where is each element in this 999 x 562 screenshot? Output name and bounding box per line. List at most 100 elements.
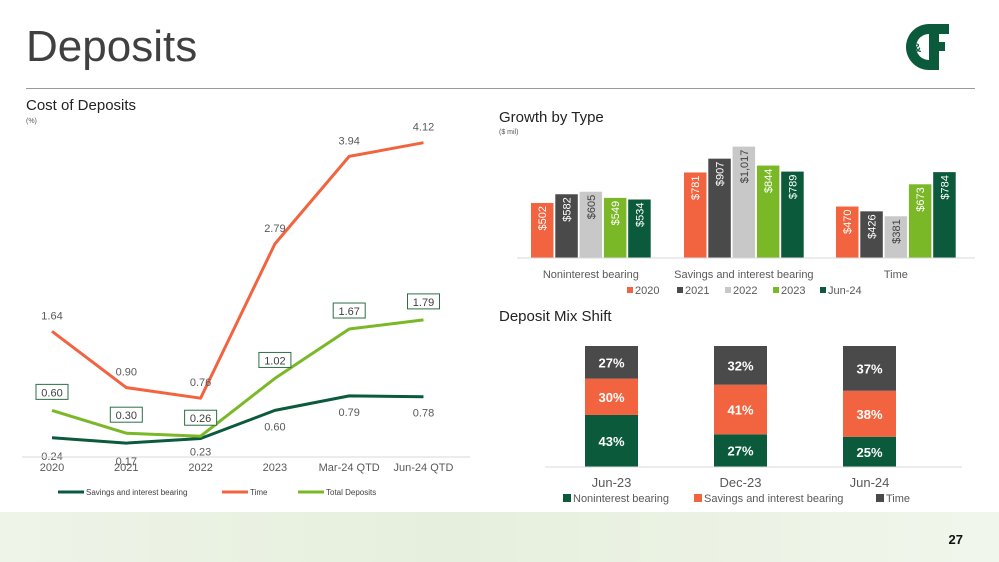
legend-label: Total Deposits [326, 488, 376, 497]
growth-legend-swatch [820, 287, 826, 293]
growth-bar [628, 199, 651, 258]
mix-segment [714, 384, 767, 435]
growth-category-label: Time [884, 269, 908, 281]
growth-bar [684, 172, 707, 258]
legend-label: Savings and interest bearing [86, 488, 187, 497]
total-label: 1.02 [264, 355, 285, 367]
total-label: 0.26 [190, 413, 211, 425]
growth-legend-swatch [773, 287, 779, 293]
growth-bar [708, 158, 731, 258]
growth-bar-label: $502 [537, 206, 549, 230]
mix-segment [714, 434, 767, 467]
growth-legend-swatch [677, 287, 683, 293]
growth-bar [884, 216, 908, 258]
mix-segment [585, 414, 638, 467]
growth-bar-label: $549 [610, 201, 622, 225]
time-label: 1.64 [41, 310, 62, 322]
total-label: 0.60 [41, 387, 62, 399]
growth-bar-label: $1,017 [739, 150, 751, 184]
mix-segment [843, 346, 896, 391]
mix-segment [843, 436, 896, 467]
company-logo: & [906, 24, 949, 70]
total-label-box [258, 351, 292, 368]
growth-bar [908, 184, 932, 258]
total-label-box [332, 302, 366, 319]
mix-segment-label: 41% [727, 403, 753, 418]
total-label-box [109, 406, 143, 423]
growth-bar [756, 165, 780, 258]
mix-category-label: Jun-23 [592, 475, 632, 490]
mix-legend-swatch [694, 494, 702, 502]
mix-segment-label: 43% [598, 434, 624, 449]
savings-label: 0.78 [413, 408, 434, 420]
title-divider [26, 88, 975, 89]
total-label: 0.30 [116, 410, 137, 422]
mix-category-label: Dec-23 [720, 475, 762, 490]
line-series-0 [51, 394, 424, 445]
x-tick-label: 2021 [114, 462, 138, 474]
legend-label: Time [250, 488, 268, 497]
growth-category-label: Savings and interest bearing [674, 269, 813, 281]
growth-legend-label: 2021 [685, 285, 709, 297]
growth-bar-label: $582 [562, 197, 574, 221]
growth-bar-label: $605 [586, 195, 598, 219]
total-label: 1.67 [338, 306, 359, 318]
growth-legend-label: 2020 [635, 285, 659, 297]
line-chart-title: Cost of Deposits [26, 97, 137, 114]
growth-bar-label: $534 [634, 203, 646, 227]
mix-category-label: Jun-24 [850, 475, 890, 490]
growth-bar-label: $789 [787, 175, 799, 199]
growth-legend-label: Jun-24 [828, 285, 862, 297]
mix-chart-title: Deposit Mix Shift [499, 308, 612, 325]
line-series-1 [51, 141, 424, 400]
page-title: Deposits [26, 22, 198, 71]
growth-bar [781, 171, 804, 258]
cost-of-deposits-chart: 0.24 0.170.230.600.79 0.781.640.900.762.79… [22, 122, 470, 497]
growth-bar [860, 211, 883, 258]
savings-label: 0.23 [190, 447, 211, 459]
x-tick-label: Jun-24 QTD [394, 462, 454, 474]
mix-legend-label: Time [886, 493, 910, 505]
growth-bar-label: $781 [690, 175, 702, 199]
growth-bar-label: $784 [939, 175, 951, 199]
mix-segment [585, 378, 638, 415]
growth-bar [579, 191, 603, 258]
savings-label: 0.79 [338, 407, 359, 419]
total-label-box [184, 409, 218, 426]
mix-segment-label: 30% [598, 390, 624, 405]
mix-segment-label: 32% [727, 358, 753, 373]
x-tick-label: 2023 [263, 462, 287, 474]
mix-segment-label: 27% [598, 355, 624, 370]
growth-by-type-chart: $502 $582 $605 $549 $534 Noninterest bearing $… [517, 146, 975, 297]
mix-legend-swatch [563, 494, 571, 502]
page-number: 27 [948, 532, 963, 547]
growth-bar [603, 197, 627, 258]
growth-bar [555, 194, 578, 258]
bar-chart-subtitle: ($ mil) [499, 129, 519, 136]
line-series-2 [51, 318, 424, 438]
time-label: 2.79 [264, 223, 285, 235]
growth-legend-label: 2022 [733, 285, 757, 297]
time-label: 0.76 [190, 377, 211, 389]
growth-legend-label: 2023 [781, 285, 805, 297]
mix-legend-swatch [876, 494, 884, 502]
mix-segment [714, 346, 767, 385]
deposit-mix-chart: 43% 30% 27% Jun-23 27% 41% 32% Dec-23 25% 38% 37% J… [545, 346, 962, 505]
mix-segment-label: 25% [856, 445, 882, 460]
growth-category-label: Noninterest bearing [543, 269, 639, 281]
growth-bar [732, 146, 756, 258]
growth-bar-label: $907 [715, 162, 727, 186]
x-tick-label: Mar-24 QTD [319, 462, 380, 474]
growth-bar [933, 172, 956, 258]
growth-bar-label: $673 [915, 187, 927, 211]
svg-text:&: & [913, 41, 922, 55]
time-label: 3.94 [338, 135, 359, 147]
mix-legend-label: Savings and interest bearing [704, 493, 843, 505]
time-label: 0.90 [116, 367, 137, 379]
bar-chart-title: Growth by Type [499, 109, 604, 126]
x-tick-label: 2022 [188, 462, 212, 474]
growth-bar [531, 203, 554, 258]
growth-bar-label: $844 [763, 169, 775, 193]
growth-bar-label: $470 [842, 210, 854, 234]
growth-legend-swatch [725, 287, 731, 293]
